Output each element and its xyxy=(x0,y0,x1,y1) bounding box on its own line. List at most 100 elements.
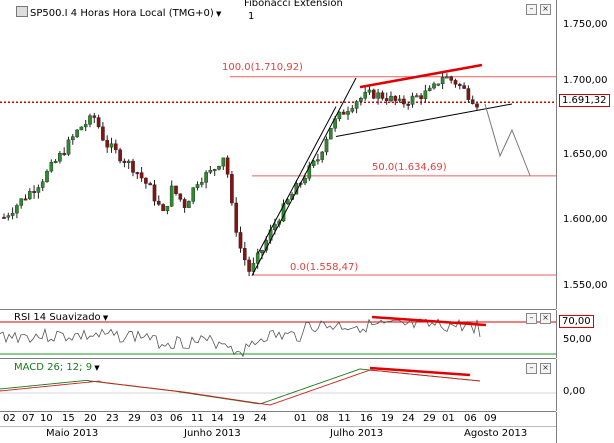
candle-body xyxy=(144,177,148,184)
rsi-axis: 70,00 50,00 xyxy=(556,310,614,358)
candle-body xyxy=(260,250,264,254)
candle-body xyxy=(199,182,204,185)
projection-line xyxy=(484,103,531,176)
dropdown-arrow-icon[interactable]: ▼ xyxy=(100,314,109,322)
candle-body xyxy=(62,153,66,155)
macd-panel[interactable]: MACD 26; 12; 9 ▼ – × xyxy=(0,359,556,412)
minimize-button[interactable]: – xyxy=(526,363,537,374)
candle-body xyxy=(92,115,97,118)
rsi-title[interactable]: RSI 14 Suavizado ▼ xyxy=(14,312,109,323)
close-button[interactable]: × xyxy=(540,363,551,374)
candle-body xyxy=(66,139,71,155)
minimize-button[interactable]: – xyxy=(526,313,537,324)
candle-body xyxy=(402,98,406,105)
date-tick: 06 xyxy=(464,413,477,424)
macd-zero-level: 0,00 xyxy=(563,386,586,397)
macd-divergence-line xyxy=(369,366,471,377)
chart-icon xyxy=(16,6,28,17)
candle-body xyxy=(169,185,174,207)
candle-body xyxy=(346,111,350,115)
price-tick: 1.700,00 xyxy=(563,75,608,86)
candle-body xyxy=(96,117,101,128)
candle-body xyxy=(208,170,213,173)
dropdown-arrow-icon[interactable]: ▼ xyxy=(92,364,100,372)
rsi-chart[interactable] xyxy=(0,310,556,358)
date-tick: 06 xyxy=(170,413,183,424)
candle-body xyxy=(415,95,419,98)
date-tick: 29 xyxy=(128,413,141,424)
candle-body xyxy=(475,103,479,108)
macd-chart[interactable] xyxy=(0,359,556,411)
candle-body xyxy=(445,76,449,79)
candle-body xyxy=(427,87,432,92)
candle-body xyxy=(363,92,368,99)
price-tick: 1.550,00 xyxy=(563,280,608,291)
date-tick: 02 xyxy=(3,413,16,424)
candle-body xyxy=(105,140,109,148)
candle-body xyxy=(466,88,471,100)
candle-body xyxy=(19,198,24,206)
candle-body xyxy=(384,98,389,101)
price-tick: 1.750,00 xyxy=(563,19,608,30)
candle-body xyxy=(88,115,92,125)
rsi-mid-level: 50,00 xyxy=(563,334,592,345)
minimize-button[interactable]: – xyxy=(526,4,537,15)
date-tick: 23 xyxy=(106,413,119,424)
candle-body xyxy=(393,95,398,101)
candle-body xyxy=(165,205,170,211)
candle-body xyxy=(79,126,84,131)
candle-body xyxy=(423,90,428,99)
candle-body xyxy=(255,252,260,264)
wedge-support-line xyxy=(335,103,513,137)
candle-body xyxy=(178,193,183,200)
rsi-panel[interactable]: RSI 14 Suavizado ▼ – × xyxy=(0,310,556,359)
date-tick: 07 xyxy=(22,413,35,424)
fib-label-0: 0.0(1.558,47) xyxy=(290,262,359,273)
axis-corner xyxy=(556,412,614,443)
date-tick: 29 xyxy=(423,413,436,424)
macd-title[interactable]: MACD 26; 12; 9 ▼ xyxy=(14,362,100,373)
candle-body xyxy=(359,97,363,102)
chart-symbol-label[interactable]: SP500.I 4 Horas Hora Local (TMG+0) ▼ xyxy=(16,6,221,19)
rsi-divergence-line xyxy=(371,315,487,327)
candle-body xyxy=(75,129,79,137)
month-label: Maio 2013 xyxy=(46,428,99,439)
close-button[interactable]: × xyxy=(540,313,551,324)
candle-body xyxy=(350,108,355,112)
candle-body xyxy=(23,198,28,201)
candle-body xyxy=(204,172,208,183)
candle-body xyxy=(333,118,337,129)
candle-body xyxy=(182,199,187,208)
date-axis-months[interactable]: Maio 2013 Junho 2013 Julho 2013 Agosto 2013 xyxy=(0,427,556,441)
dropdown-arrow-icon[interactable]: ▼ xyxy=(213,10,222,18)
candle-body xyxy=(286,199,290,204)
candle-body xyxy=(2,216,6,219)
candle-body xyxy=(135,172,140,175)
candle-body xyxy=(432,83,436,89)
price-tick: 1.600,00 xyxy=(563,214,608,225)
fib-indicator-label[interactable]: Fibonacci Extension xyxy=(244,0,343,9)
candle-body xyxy=(230,174,234,204)
month-label: Junho 2013 xyxy=(184,428,241,439)
candle-body xyxy=(10,212,15,216)
candle-body xyxy=(139,172,144,179)
date-axis-days[interactable]: 02 07 10 15 20 23 29 03 06 11 14 19 24 01 08 11 16 19 24 29… xyxy=(0,412,556,427)
candle-body xyxy=(212,169,217,171)
price-tick: 1.650,00 xyxy=(563,149,608,160)
candle-body xyxy=(217,165,221,170)
candle-body xyxy=(316,159,320,162)
candle-body xyxy=(462,85,466,89)
date-tick: 03 xyxy=(150,413,163,424)
price-chart[interactable] xyxy=(0,0,556,309)
close-button[interactable]: × xyxy=(540,4,551,15)
candle-body xyxy=(324,138,329,153)
candle-body xyxy=(242,248,247,261)
rsi-line xyxy=(0,318,481,358)
candle-body xyxy=(376,92,380,99)
candle-body xyxy=(53,161,58,163)
candle-body xyxy=(380,92,385,99)
candle-body xyxy=(36,187,41,193)
price-chart-panel[interactable]: SP500.I 4 Horas Hora Local (TMG+0) ▼ Fib… xyxy=(0,0,556,310)
candle-body xyxy=(15,205,19,214)
price-axis[interactable]: 1.750,00 1.700,00 1.650,00 1.600,00 1.55… xyxy=(556,0,614,309)
